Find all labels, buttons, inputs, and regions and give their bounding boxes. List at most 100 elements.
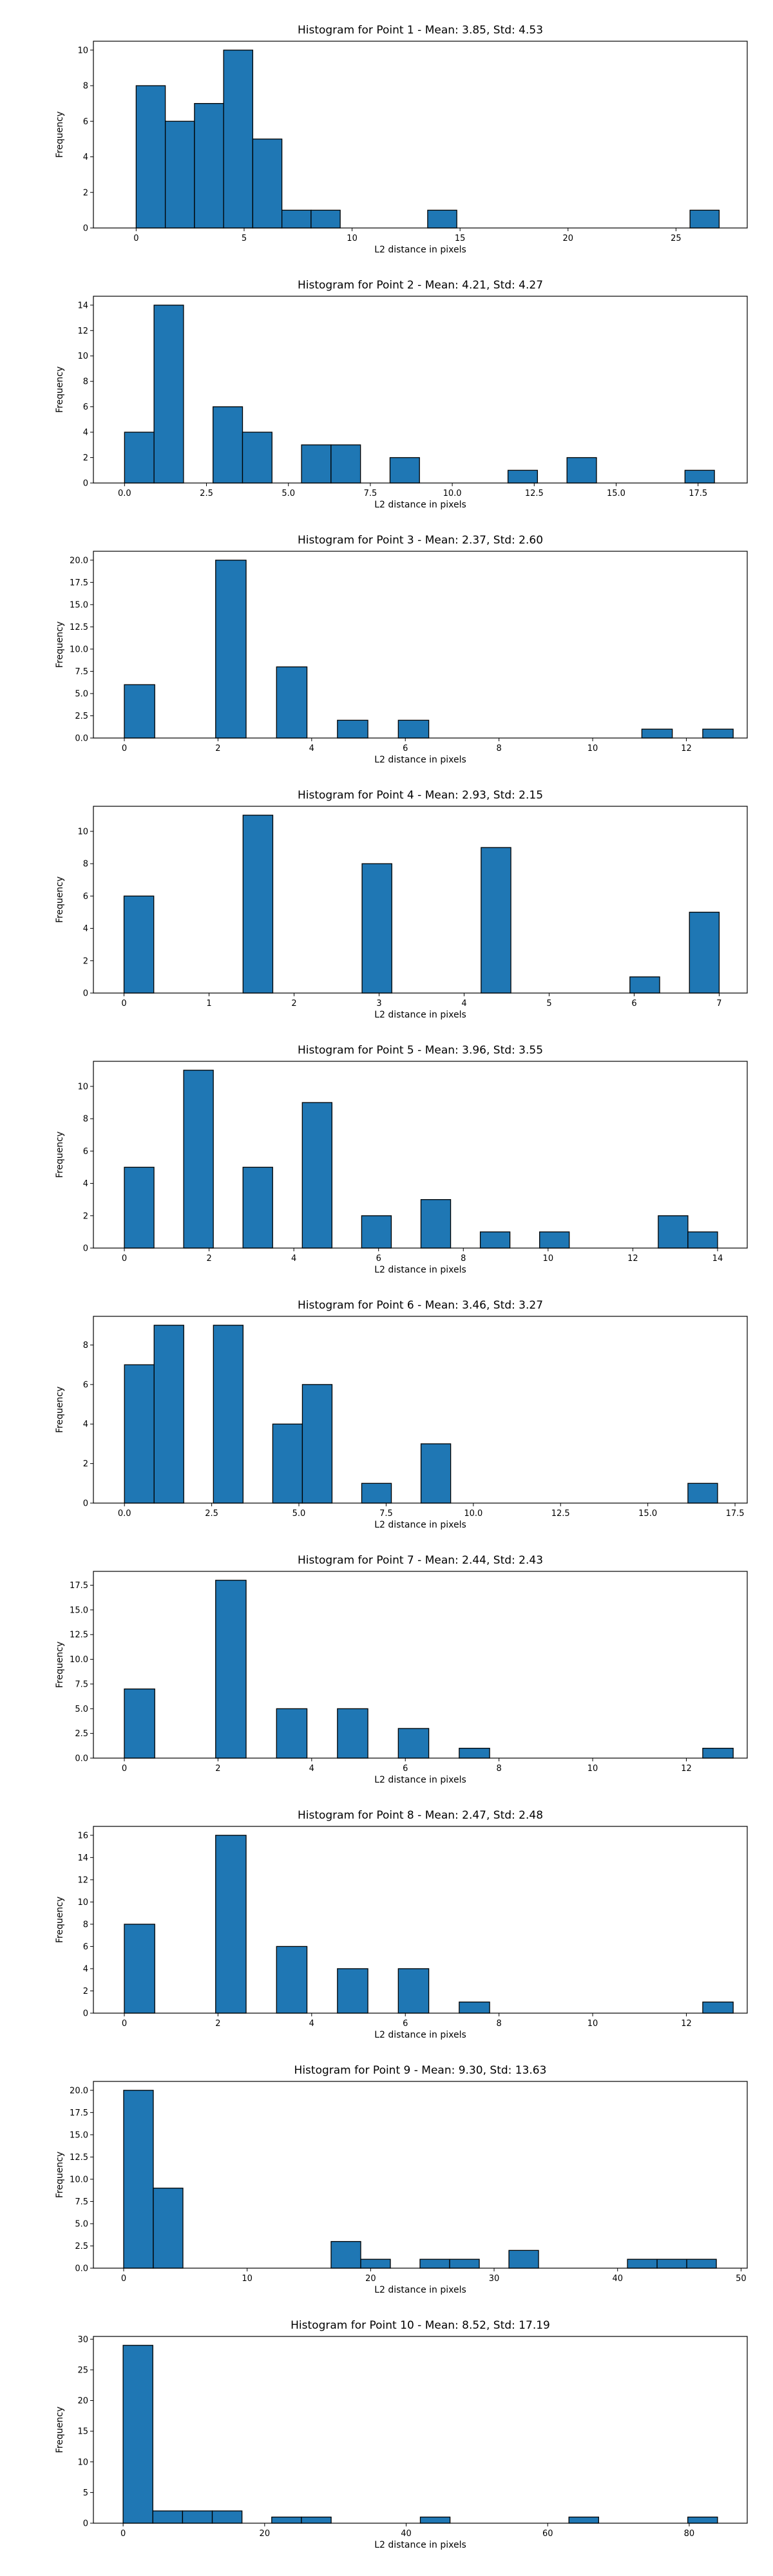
x-axis-label: L2 distance in pixels	[374, 1010, 466, 1020]
y-tick-label: 5.0	[75, 1705, 88, 1714]
axes-frame	[93, 1571, 748, 1759]
x-tick-label: 12.5	[551, 1509, 570, 1519]
x-tick-label: 6	[403, 2019, 408, 2029]
x-tick-label: 20	[260, 2529, 271, 2539]
histogram-bar	[449, 2259, 480, 2269]
x-tick-label: 10	[587, 2019, 598, 2029]
histogram-svg: Histogram for Point 1 - Mean: 3.85, Std:…	[55, 24, 748, 255]
x-tick-label: 6	[403, 1764, 408, 1774]
y-tick-label: 12	[77, 1875, 88, 1885]
histogram-bar	[687, 1231, 718, 1249]
chart-title: Histogram for Point 10 - Mean: 8.52, Std…	[291, 2319, 550, 2332]
histogram-svg: Histogram for Point 8 - Mean: 2.47, Std:…	[55, 1809, 748, 2040]
y-tick-label: 17.5	[70, 578, 88, 588]
x-tick-label: 12	[627, 1254, 638, 1264]
histogram-bar	[337, 1708, 368, 1759]
histogram-bar	[124, 1364, 155, 1504]
axes-frame	[93, 551, 748, 739]
x-tick-label: 7.5	[364, 489, 377, 498]
x-axis-label: L2 distance in pixels	[374, 1775, 466, 1785]
histogram-bar	[687, 2516, 718, 2524]
y-tick-label: 0	[83, 2519, 88, 2529]
histogram-bar	[164, 120, 195, 229]
histogram-bar	[153, 2188, 184, 2269]
x-axis-label: L2 distance in pixels	[374, 1520, 466, 1530]
y-tick-label: 10.0	[70, 1655, 88, 1665]
histogram-bar	[301, 2516, 332, 2524]
y-tick-label: 15	[77, 2427, 88, 2437]
x-axis-label: L2 distance in pixels	[374, 500, 466, 510]
x-tick-label: 2	[291, 999, 296, 1009]
y-tick-label: 0	[83, 1499, 88, 1509]
histogram-panel: Histogram for Point 1 - Mean: 3.85, Std:…	[0, 0, 773, 255]
x-tick-label: 0	[122, 2019, 127, 2029]
y-tick-label: 10	[77, 352, 88, 361]
x-axis-label: L2 distance in pixels	[374, 2030, 466, 2040]
x-tick-label: 5.0	[292, 1509, 306, 1519]
chart-title: Histogram for Point 9 - Mean: 9.30, Std:…	[294, 2064, 547, 2077]
y-tick-label: 4	[83, 924, 88, 934]
histogram-bar	[702, 1748, 734, 1759]
histogram-bar	[420, 1199, 452, 1249]
histogram-bar	[687, 1482, 718, 1504]
y-tick-label: 2.5	[75, 1729, 88, 1739]
x-tick-label: 0.0	[118, 1509, 131, 1519]
y-tick-label: 15.0	[70, 1605, 88, 1615]
x-tick-label: 10	[543, 1254, 554, 1264]
x-tick-label: 0	[122, 1764, 127, 1774]
histogram-bar	[360, 2259, 391, 2269]
y-tick-label: 4	[83, 1964, 88, 1974]
x-tick-label: 5.0	[282, 489, 295, 498]
histogram-bar	[361, 863, 392, 994]
histogram-bar	[539, 1231, 570, 1249]
y-tick-label: 7.5	[75, 2197, 88, 2207]
y-tick-label: 4	[83, 1420, 88, 1430]
x-axis-label: L2 distance in pixels	[374, 245, 466, 255]
y-axis-label: Frequency	[55, 111, 65, 158]
x-tick-label: 15.0	[607, 489, 625, 498]
axes-frame	[93, 41, 748, 229]
histogram-bar	[566, 457, 597, 484]
x-tick-label: 4	[309, 1764, 314, 1774]
histogram-svg: Histogram for Point 2 - Mean: 4.21, Std:…	[55, 279, 748, 510]
axes-frame	[93, 1826, 748, 2014]
x-tick-label: 0.0	[118, 489, 131, 498]
y-axis-label: Frequency	[55, 2407, 65, 2453]
x-tick-label: 6	[631, 999, 636, 1009]
x-axis-label: L2 distance in pixels	[374, 2285, 466, 2295]
histogram-bar	[427, 209, 457, 229]
y-tick-label: 0.0	[75, 2264, 88, 2274]
histogram-bar	[213, 406, 243, 484]
histogram-bar	[281, 209, 312, 229]
histogram-bar	[123, 895, 155, 994]
y-axis-label: Frequency	[55, 1642, 65, 1688]
histogram-bar	[124, 431, 155, 484]
y-tick-label: 0	[83, 1244, 88, 1254]
histogram-bar	[124, 1166, 155, 1249]
x-tick-label: 0	[122, 1254, 127, 1264]
y-tick-label: 0	[83, 989, 88, 999]
x-tick-label: 20	[563, 234, 574, 243]
y-tick-label: 15.0	[70, 2130, 88, 2140]
x-tick-label: 12.5	[525, 489, 544, 498]
histogram-bar	[242, 431, 272, 484]
y-tick-label: 20.0	[70, 556, 88, 565]
y-tick-label: 12	[77, 327, 88, 336]
x-tick-label: 10.0	[464, 1509, 482, 1519]
histogram-bar	[135, 85, 166, 229]
histogram-bar	[310, 209, 341, 229]
y-tick-label: 8	[83, 1115, 88, 1124]
histogram-bar	[211, 2510, 243, 2524]
histogram-bar	[656, 2259, 687, 2269]
histogram-bar	[419, 2259, 450, 2269]
axes-frame	[93, 1061, 748, 1249]
histogram-bar	[124, 684, 155, 739]
histogram-bar	[459, 2002, 490, 2014]
y-tick-label: 12.5	[70, 623, 88, 632]
histogram-svg: Histogram for Point 3 - Mean: 2.37, Std:…	[55, 534, 748, 765]
histogram-bar	[684, 469, 715, 484]
x-tick-label: 40	[612, 2274, 623, 2284]
y-tick-label: 10	[77, 46, 88, 55]
y-tick-label: 25	[77, 2365, 88, 2375]
